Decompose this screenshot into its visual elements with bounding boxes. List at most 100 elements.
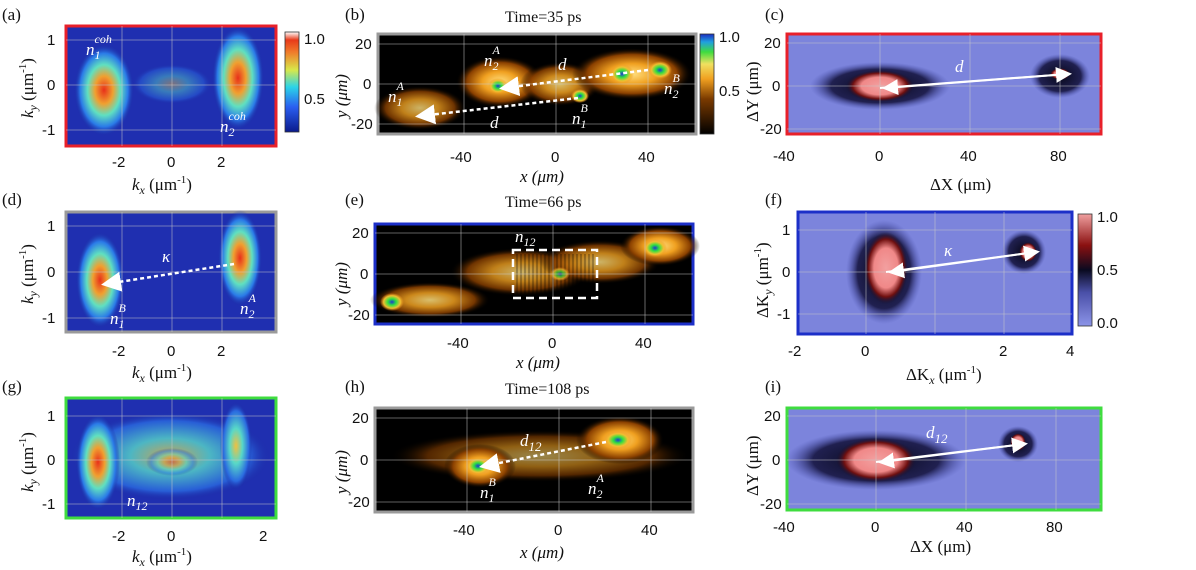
panel-h-xlabel: x (μm) (519, 543, 564, 562)
panel-f-ytick: 0 (782, 264, 790, 281)
panel-d-ytick: 1 (47, 218, 55, 235)
panel-h: (h) Time=108 ps d12 n1B n2A 20 0 -20 -40… (332, 377, 695, 562)
panel-e-ylabel: y (μm) (332, 262, 351, 308)
panel-a-xlabel: kx (μm-1) (132, 174, 192, 197)
panel-e-ytick: 20 (352, 225, 369, 242)
panel-i: (i) d12 20 0 -20 -40 0 40 80 ΔX (μm) ΔY … (743, 377, 1103, 556)
panel-i-xtick: 80 (1046, 519, 1063, 536)
panel-e-xtick: 40 (635, 335, 652, 352)
panel-c: (c) d 20 0 -20 -40 0 40 80 ΔX (μm) ΔY (μ… (743, 5, 1103, 194)
panel-e-core (380, 293, 404, 311)
panel-g-ytick: 0 (47, 452, 55, 469)
panel-f-xtick: 2 (999, 343, 1007, 360)
colorbar-f-tick: 0.5 (1097, 262, 1118, 279)
panel-a-label-n1: n1coh (86, 32, 112, 62)
panel-d-xlabel: kx (μm-1) (132, 362, 192, 385)
panel-a-right-blob (212, 26, 264, 130)
panel-i-arrow (878, 443, 1025, 469)
panel-i-letter: (i) (765, 377, 781, 396)
panel-f-ytick: -1 (777, 306, 790, 323)
panel-d-label-n2A: n2A (240, 291, 257, 321)
panel-b-core (488, 78, 508, 94)
panel-i-peak (1010, 433, 1026, 451)
panel-b-xtick: 40 (638, 149, 655, 166)
panel-f-grid (798, 212, 1072, 334)
panel-a-grid (66, 26, 276, 146)
panel-d-ytick: -1 (42, 310, 55, 327)
panel-d-left-blob (76, 232, 124, 328)
panel-e-ytick: -20 (348, 307, 370, 324)
panel-b-ytick: -20 (351, 116, 373, 133)
panel-d-xtick: -2 (112, 343, 125, 360)
panel-b-arrow-d-lower (415, 96, 579, 125)
panel-f-arrow (888, 251, 1037, 279)
panel-d-grid (66, 212, 276, 332)
panel-c-arrow (882, 73, 1069, 96)
panel-g-ytick: 1 (47, 408, 55, 425)
panel-g-xtick: 2 (259, 528, 267, 545)
panel-a: (a) n1coh n2coh 1 0 -1 -2 0 2 kx (μm-1) … (2, 5, 325, 197)
panel-g: (g) n12 1 0 -1 -2 0 2 kx (μm-1) ky (μm-1… (2, 377, 278, 569)
panel-b-title: Time=35 ps (505, 9, 581, 26)
panel-i-ylabel: ΔY (μm) (743, 436, 762, 497)
panel-g-ytick: -1 (42, 496, 55, 513)
panel-b-ytick: 20 (355, 36, 372, 53)
panel-b-core (610, 64, 634, 84)
panel-b-label-n1B: n1B (572, 101, 589, 131)
panel-f-xlabel: ΔKx (μm-1) (906, 364, 982, 387)
colorbar-f-tick: 0.0 (1097, 315, 1118, 332)
panel-i-xlabel: ΔX (μm) (910, 537, 971, 556)
panel-c-grid (787, 34, 1101, 134)
panel-b-letter: (b) (345, 5, 365, 24)
panel-i-xtick: 0 (871, 519, 879, 536)
panel-a-label-n2: n2coh (220, 109, 246, 139)
panel-h-ytick: 0 (360, 452, 368, 469)
panel-e-ytick: 0 (360, 266, 368, 283)
panel-e-letter: (e) (345, 190, 364, 209)
panel-h-label-n2A: n2A (588, 471, 605, 501)
panel-d-xtick: 2 (217, 343, 225, 360)
panel-f-ytick: 1 (782, 222, 790, 239)
colorbar-b-tick: 1.0 (719, 29, 740, 46)
panel-e-core (643, 239, 667, 257)
panel-c-xtick: 0 (875, 148, 883, 165)
panel-c-ylabel: ΔY (μm) (743, 62, 762, 123)
panel-f: (f) κ 1 0 -1 -2 0 2 4 ΔKx (μm-1) ΔKy (μm… (752, 190, 1118, 387)
panel-f-colorbar (1077, 213, 1093, 327)
panel-a-ytick: -1 (42, 122, 55, 139)
panel-i-ytick: 20 (764, 408, 781, 425)
panel-g-ylabel: ky (μm-1) (17, 432, 40, 492)
panel-a-ytick: 0 (47, 77, 55, 94)
panel-e-label-n12: n12 (515, 227, 536, 249)
panel-f-ylabel: ΔKy (μm-1) (752, 242, 775, 318)
panel-e-grid (375, 224, 693, 324)
panel-g-left-blob (76, 414, 120, 510)
panel-i-label-d12: d12 (926, 423, 948, 446)
panel-d-label-kappa: κ (162, 247, 171, 266)
panel-f-letter: (f) (765, 190, 782, 209)
panel-b-ytick: 0 (363, 76, 371, 93)
panel-h-grid (375, 408, 693, 512)
panel-i-xtick: -40 (773, 519, 795, 536)
panel-b-label-n2A: n2A (484, 43, 501, 73)
panel-f-peak (864, 232, 908, 304)
panel-a-colorbar (284, 31, 300, 133)
panel-b-core (648, 61, 672, 79)
panel-b-colorbar (699, 33, 715, 135)
panel-h-xtick: -40 (453, 522, 475, 539)
panel-i-ytick: -20 (760, 496, 782, 513)
panel-d-label-n1B: n1B (110, 301, 127, 331)
panel-e-xtick: -40 (447, 335, 469, 352)
panel-a-ylabel: ky (μm-1) (17, 58, 40, 118)
panel-g-label-n12: n12 (127, 491, 148, 513)
panel-c-xtick: 40 (960, 148, 977, 165)
panel-b-xtick: -40 (450, 149, 472, 166)
panel-d-xtick: 0 (167, 343, 175, 360)
colorbar-a-tick: 0.5 (304, 91, 325, 108)
panel-h-ytick: 20 (352, 410, 369, 427)
panel-i-ytick: 0 (772, 452, 780, 469)
panel-h-xtick: 0 (554, 522, 562, 539)
panel-b-arrow-d-upper (499, 68, 649, 97)
panel-b-label-d: d (558, 55, 567, 74)
